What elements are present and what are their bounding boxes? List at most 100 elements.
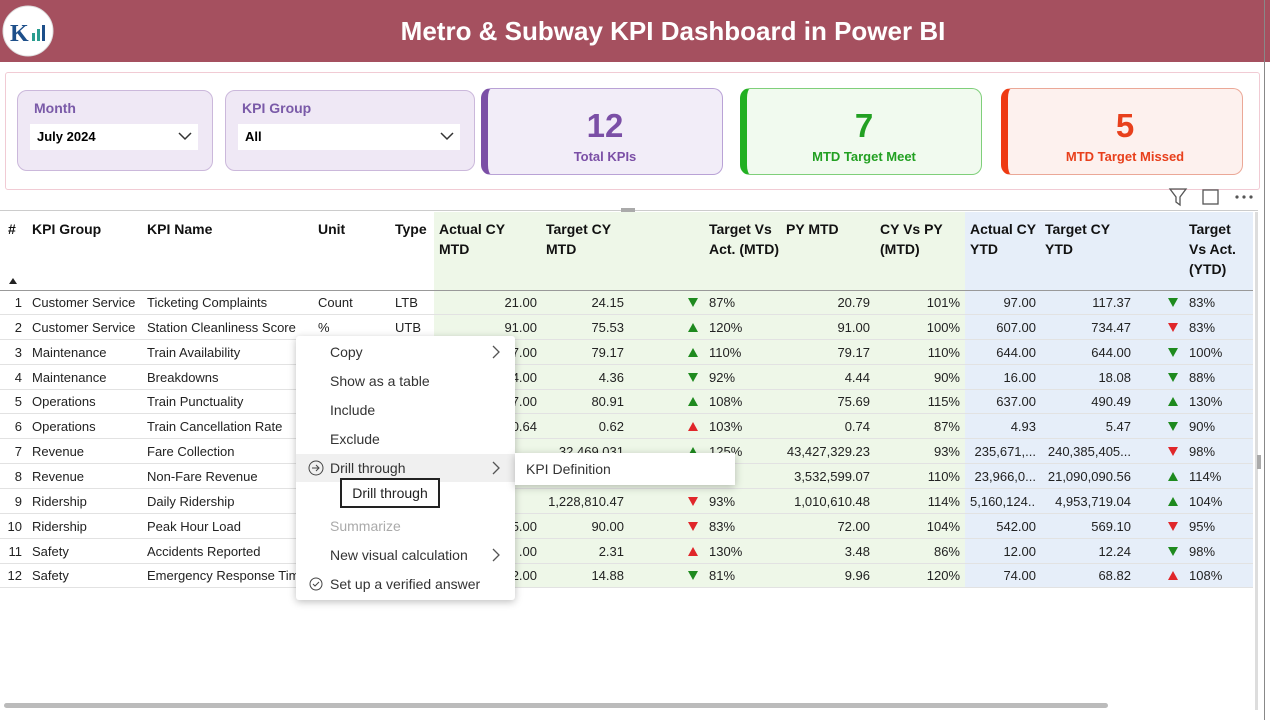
menu-label: Summarize: [330, 518, 401, 534]
menu-item[interactable]: Show as a table: [296, 367, 515, 395]
column-header[interactable]: Target CY YTD: [1045, 221, 1110, 257]
table-cell: 130%: [709, 543, 743, 559]
table-cell: 14.88: [591, 568, 624, 584]
menu-label[interactable]: Include: [330, 402, 376, 418]
column-header[interactable]: Target CY MTD: [546, 221, 611, 257]
focus-icon[interactable]: [1202, 189, 1219, 205]
ytd-band: [965, 212, 1253, 588]
table-cell: 9.96: [844, 568, 870, 584]
table-cell: 110%: [927, 468, 960, 484]
menu-item[interactable]: Set up a verified answer: [296, 570, 515, 598]
kpi-group-slicer[interactable]: KPI Group All: [225, 90, 475, 171]
menu-label[interactable]: Drill through: [330, 460, 406, 476]
table-cell: 87%: [933, 419, 960, 435]
table-cell: Operations: [32, 394, 96, 410]
dropdown-chevron: [178, 132, 192, 141]
status-arrow: [1168, 496, 1178, 506]
slicer-dropdown[interactable]: July 2024: [30, 124, 198, 150]
column-header[interactable]: KPI Name: [147, 221, 213, 237]
status-arrow: [688, 397, 698, 407]
table-cell: 74.00: [1003, 568, 1036, 584]
month-slicer[interactable]: Month July 2024: [17, 90, 213, 171]
table-cell: 0.74: [844, 419, 870, 435]
status-arrow: [688, 521, 698, 531]
menu-item[interactable]: New visual calculation: [296, 541, 515, 569]
kpi-card: 7 MTD Target Meet: [740, 88, 982, 175]
table-cell: Accidents Reported: [147, 543, 261, 559]
table-cell: Breakdowns: [147, 369, 219, 385]
logo: K: [2, 5, 54, 57]
table-cell: 644.00: [996, 344, 1036, 360]
table-cell: 16.00: [1003, 369, 1036, 385]
table-cell: 114%: [927, 493, 960, 509]
column-header[interactable]: Actual CY MTD: [439, 221, 505, 257]
menu-icon: [308, 460, 324, 476]
horizontal-scrollbar[interactable]: [4, 703, 1108, 708]
column-header[interactable]: Actual CY YTD: [970, 221, 1036, 257]
submenu: KPI Definition: [515, 453, 735, 485]
table-cell: 83%: [1189, 319, 1216, 335]
table-cell: %: [318, 319, 330, 335]
menu-label[interactable]: Copy: [330, 344, 363, 360]
table-cell: 1: [14, 295, 22, 310]
column-header[interactable]: Unit: [318, 221, 346, 237]
table-cell: 20.79: [837, 295, 870, 310]
table-cell: 3.48: [844, 543, 870, 559]
status-arrow: [1168, 471, 1178, 481]
card-label: Total KPIs: [573, 149, 637, 164]
table-cell: 97.00: [1003, 295, 1036, 310]
table-cell: Revenue: [32, 468, 85, 484]
table-cell: LTB: [395, 295, 418, 310]
dashboard-title: Metro & Subway KPI Dashboard in Power BI: [400, 16, 946, 46]
table-cell: 110%: [927, 344, 960, 360]
menu-item[interactable]: Copy: [296, 338, 515, 366]
menu-label[interactable]: Show as a table: [330, 373, 430, 389]
column-header[interactable]: Target Vs Act. (MTD): [709, 221, 779, 257]
column-header[interactable]: Target Vs Act. (YTD): [1189, 221, 1236, 277]
table-cell: Ridership: [32, 518, 87, 534]
column-header[interactable]: #: [8, 221, 16, 237]
column-header[interactable]: CY Vs PY (MTD): [880, 221, 943, 257]
menu-item[interactable]: Drill through: [296, 454, 515, 482]
table-cell: Train Punctuality: [147, 394, 244, 410]
filter-icon[interactable]: [1168, 188, 1188, 207]
slicer-dropdown[interactable]: All: [238, 124, 460, 150]
column-header[interactable]: Type: [395, 221, 427, 237]
table-cell: 101%: [926, 295, 960, 310]
table-cell: 2: [14, 319, 22, 335]
submenu-chevron: [492, 345, 500, 359]
menu-item[interactable]: Include: [296, 396, 515, 424]
column-header[interactable]: KPI Group: [32, 221, 102, 237]
status-arrow: [1168, 571, 1178, 581]
resize-handle: [621, 208, 635, 212]
table-cell: Train Availability: [147, 344, 241, 360]
status-arrow: [1168, 397, 1178, 407]
status-arrow: [688, 322, 698, 332]
column-header[interactable]: PY MTD: [786, 221, 839, 237]
status-arrow: [688, 496, 698, 506]
table-cell: 10: [7, 518, 22, 534]
status-arrow: [1168, 372, 1178, 382]
status-arrow: [688, 571, 698, 581]
status-arrow: [1168, 422, 1178, 432]
status-arrow: [688, 422, 698, 432]
menu-item[interactable]: Exclude: [296, 425, 515, 453]
slicer-value: July 2024: [37, 129, 96, 144]
table-cell: Customer Service: [32, 295, 136, 310]
table-cell: 88%: [1189, 369, 1216, 385]
table-cell: 607.00: [996, 319, 1036, 335]
menu-label[interactable]: Set up a verified answer: [330, 576, 481, 592]
submenu-item[interactable]: KPI Definition: [526, 461, 611, 477]
table-cell: 98%: [1189, 543, 1216, 559]
table-cell: Station Cleanliness Score: [147, 319, 296, 335]
menu-label[interactable]: Exclude: [330, 431, 380, 447]
table-cell: 87%: [709, 295, 736, 310]
table-cell: 18.08: [1098, 369, 1131, 385]
table-cell: 7.00: [511, 344, 537, 360]
menu-label[interactable]: New visual calculation: [330, 547, 468, 563]
table-cell: 240,385,405...: [1047, 444, 1131, 460]
table-cell: 83%: [1189, 295, 1216, 310]
vertical-scrollbar[interactable]: [1255, 212, 1258, 710]
table-cell: Safety: [32, 568, 69, 584]
table-cell: 130%: [1189, 394, 1223, 410]
